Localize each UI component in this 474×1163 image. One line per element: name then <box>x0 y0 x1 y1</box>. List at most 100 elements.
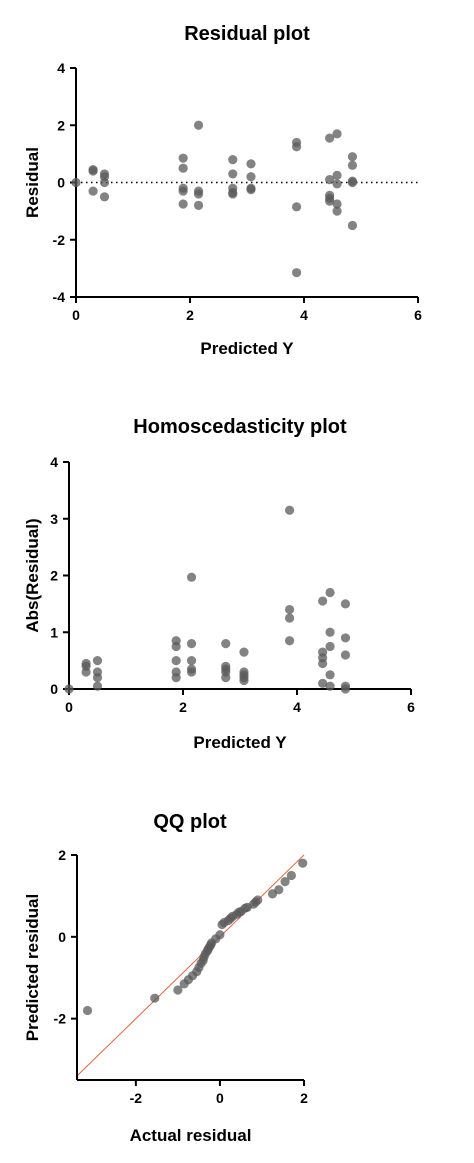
data-point <box>186 667 197 677</box>
data-point <box>228 169 238 179</box>
data-point <box>193 200 204 210</box>
x-tick-label: 2 <box>300 1090 308 1106</box>
x-axis-label: Actual residual <box>130 1126 252 1145</box>
x-tick-label: 0 <box>216 1090 224 1106</box>
data-point <box>99 192 110 202</box>
chart-title: Homoscedasticity plot <box>133 416 347 438</box>
y-axis-label: Predicted residual <box>23 894 42 1041</box>
chart-2: Homoscedasticity plot Predicted Y Abs(Resi… <box>23 416 415 752</box>
data-point <box>88 166 98 176</box>
data-point <box>325 196 335 206</box>
data-point <box>92 656 103 666</box>
data-point <box>284 604 295 615</box>
data-point <box>186 656 197 666</box>
x-tick-label: 6 <box>407 699 415 715</box>
data-point <box>291 202 302 212</box>
y-tick-label: 2 <box>50 568 58 584</box>
y-tick-label: -4 <box>53 289 66 305</box>
data-point <box>246 172 256 182</box>
data-point <box>347 152 358 162</box>
data-point <box>340 650 351 660</box>
data-point <box>332 179 342 189</box>
y-axis-label: Residual <box>23 147 42 218</box>
data-point <box>286 870 296 881</box>
data-point <box>178 186 188 196</box>
data-point <box>82 1005 93 1016</box>
data-point <box>92 673 103 683</box>
x-tick-label: 2 <box>179 699 187 715</box>
data-point <box>284 613 295 623</box>
chart-3: QQ plot Actual residual Predicted residual… <box>23 811 308 1145</box>
y-tick-label: 3 <box>50 511 58 527</box>
data-point <box>340 633 351 643</box>
data-point <box>171 656 181 666</box>
data-point <box>318 678 328 688</box>
data-point <box>186 572 197 582</box>
identity-reference-line <box>76 854 305 1077</box>
data-point <box>332 129 342 139</box>
data-point <box>193 189 204 199</box>
x-tick-label: 0 <box>65 699 73 715</box>
data-point <box>221 639 231 649</box>
data-point <box>239 647 249 657</box>
y-tick-label: 4 <box>57 60 65 76</box>
data-point <box>171 641 181 652</box>
data-point <box>332 170 342 180</box>
y-tick-label: 0 <box>50 681 58 697</box>
data-point <box>88 186 98 196</box>
data-point <box>186 639 197 649</box>
data-point <box>318 658 328 669</box>
data-point <box>340 599 351 609</box>
y-tick-label: -2 <box>54 1011 67 1027</box>
data-point <box>239 675 249 686</box>
chart-1: Residual plot Predicted Y Residual 0 2 4 6 -4 -2… <box>23 23 422 358</box>
data-point <box>173 985 183 995</box>
data-point <box>178 199 188 209</box>
y-axis-label: Abs(Residual) <box>23 518 42 632</box>
data-point <box>284 505 295 515</box>
data-point <box>178 153 188 163</box>
x-tick-label: 0 <box>72 307 80 323</box>
x-tick-label: 4 <box>300 307 308 323</box>
y-tick-label: -2 <box>53 232 66 248</box>
data-point <box>340 684 351 694</box>
data-point <box>325 641 335 652</box>
data-point <box>81 667 91 677</box>
x-tick-label: -2 <box>130 1090 143 1106</box>
y-tick-label: 2 <box>58 847 66 863</box>
data-point <box>221 673 231 683</box>
x-tick-label: 6 <box>414 307 422 323</box>
y-tick-label: 2 <box>57 117 65 133</box>
chart-title: QQ plot <box>153 811 227 833</box>
x-tick-label: 4 <box>293 699 301 715</box>
y-tick-label: 0 <box>58 929 66 945</box>
data-point <box>347 177 358 188</box>
y-tick-label: 4 <box>50 454 58 470</box>
data-point <box>325 133 335 143</box>
data-point <box>284 636 295 646</box>
data-point <box>347 220 358 231</box>
x-axis-label: Predicted Y <box>193 733 287 752</box>
data-point <box>347 160 358 170</box>
data-point <box>178 163 188 173</box>
data-point <box>71 177 81 188</box>
data-point <box>325 627 335 637</box>
data-point <box>92 681 103 691</box>
data-point <box>215 930 225 940</box>
x-axis-label: Predicted Y <box>200 339 294 358</box>
data-point <box>171 673 181 683</box>
data-point <box>228 189 238 199</box>
data-point <box>280 876 290 887</box>
data-point <box>99 177 110 188</box>
data-point <box>253 895 263 905</box>
data-point <box>325 175 335 185</box>
data-point <box>291 142 302 152</box>
data-point <box>332 206 342 216</box>
data-point <box>193 120 204 130</box>
data-point <box>246 185 256 195</box>
data-point <box>318 596 328 606</box>
data-point <box>298 858 308 868</box>
x-tick-label: 2 <box>186 307 194 323</box>
data-point <box>150 993 160 1003</box>
